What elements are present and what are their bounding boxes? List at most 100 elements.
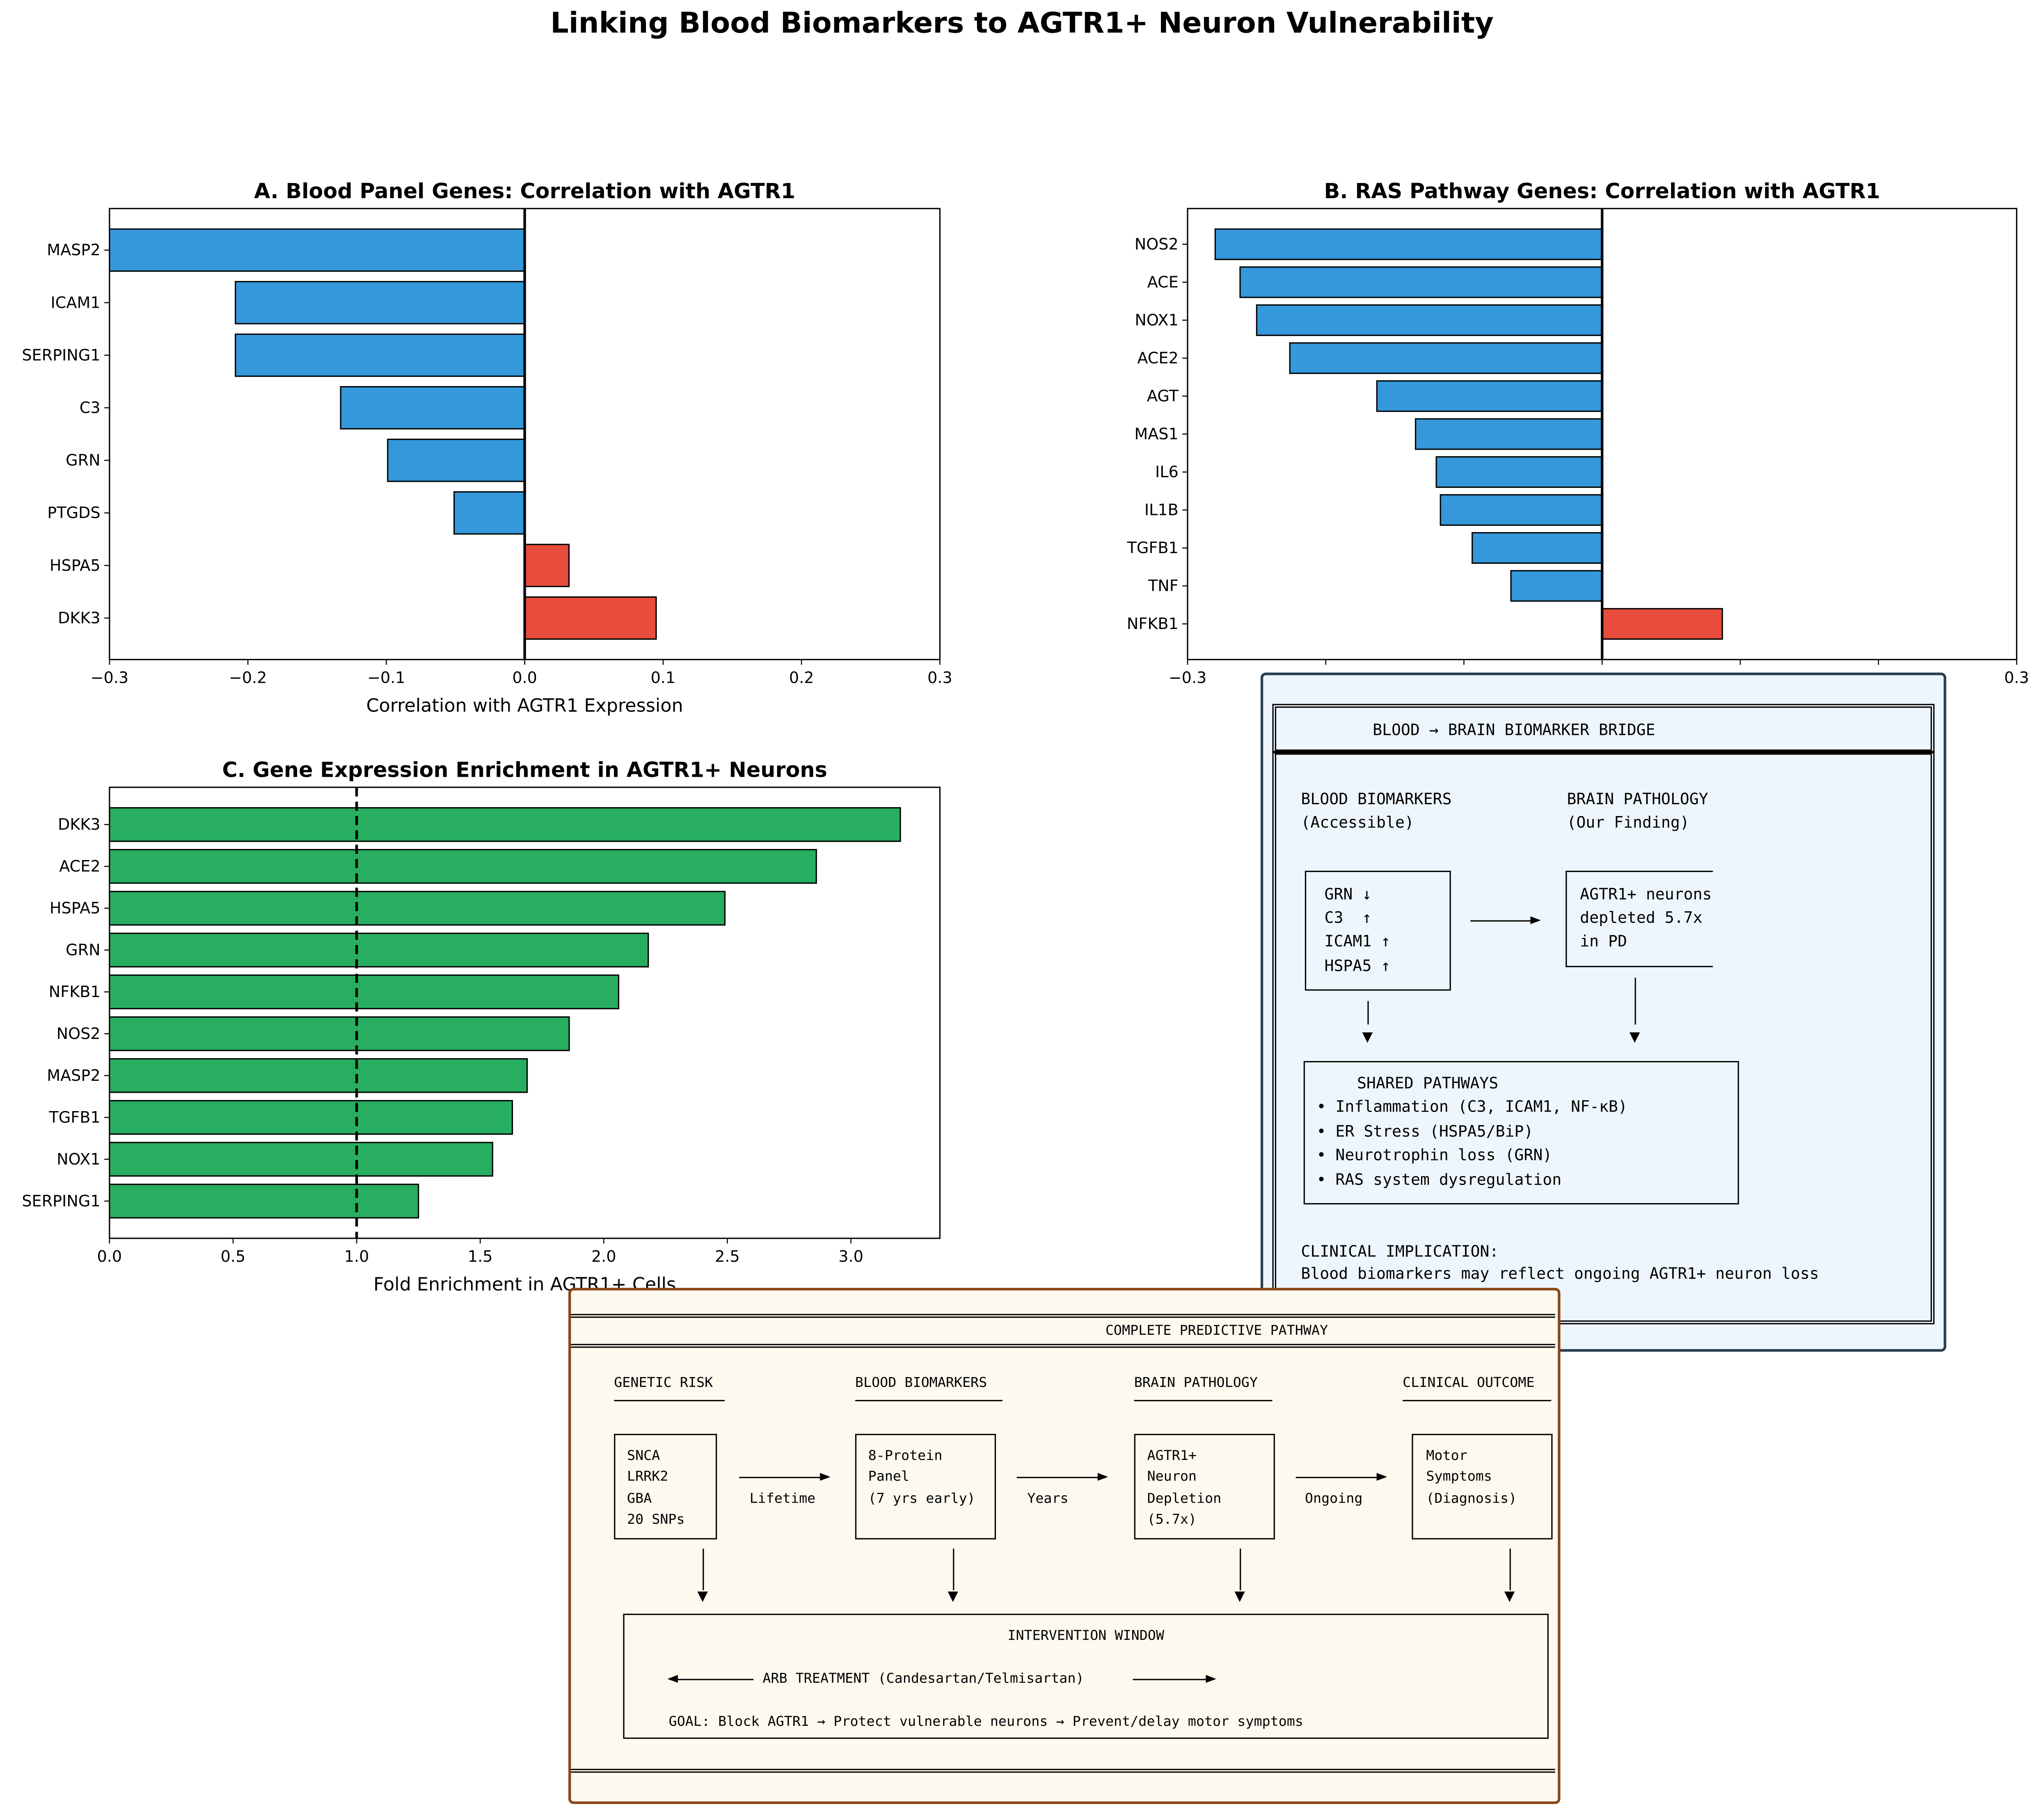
down-arrow-icon <box>697 1591 708 1602</box>
stage-line: Depletion <box>1147 1491 1222 1507</box>
stage-line: (Diagnosis) <box>1426 1491 1517 1507</box>
xtick-label: 0.0 <box>512 669 537 687</box>
xtick-label: 2.5 <box>715 1247 740 1265</box>
chart-panel-2: DKK3 ACE2 HSPA5 GRN NFKB1 NOS2 MASP2 TGFB1 NOX1 S… <box>22 757 941 1295</box>
bar-SERPING1 <box>235 333 526 377</box>
bar-ICAM1 <box>235 281 526 325</box>
connector-line <box>1634 977 1636 1025</box>
right-arrow-icon <box>1133 1675 1216 1683</box>
ytick-label: TNF <box>1148 577 1179 595</box>
stage-line: Neuron <box>1147 1469 1197 1485</box>
pathway-title: COMPLETE PREDICTIVE PATHWAY <box>1105 1323 1328 1339</box>
clinical-implication-text: Blood biomarkers may reflect ongoing AGT… <box>1301 1264 1819 1283</box>
blood-marker-item: GRN ↓ <box>1324 885 1372 904</box>
stage-box-clinical <box>1412 1434 1553 1540</box>
stage-line: 20 SNPs <box>627 1512 685 1528</box>
blood-marker-item: HSPA5 ↑ <box>1324 956 1391 975</box>
xtick-label: 1.5 <box>468 1247 493 1265</box>
ytick-label: SERPING1 <box>22 346 100 364</box>
xtick-label: −0.3 <box>1169 669 1207 687</box>
ytick-label: NOX1 <box>1135 311 1178 329</box>
ytick-label: ACE2 <box>59 857 100 875</box>
divider <box>571 1314 1555 1318</box>
bar-IL1B <box>1440 494 1603 526</box>
shared-pathway-item: • ER Stress (HSPA5/BiP) <box>1316 1122 1534 1141</box>
bar-IL6 <box>1435 456 1603 488</box>
bar-ACE2 <box>109 849 817 884</box>
stage-heading: GENETIC RISK <box>614 1375 713 1391</box>
treatment-label: ARB TREATMENT (Candesartan/Telmisartan) <box>762 1671 1084 1687</box>
bar-PTGDS <box>453 491 526 535</box>
stage-line: Panel <box>868 1469 910 1485</box>
bar-SERPING1 <box>109 1183 419 1219</box>
stage-line: Symptoms <box>1426 1469 1492 1485</box>
bar-DKK3 <box>109 807 901 842</box>
transition-label: Years <box>1027 1491 1069 1507</box>
brain-finding-item: depleted 5.7x <box>1580 908 1703 927</box>
xtick-label: −0.1 <box>367 669 405 687</box>
ytick-label: C3 <box>80 398 101 416</box>
stage-line: LRRK2 <box>627 1469 668 1485</box>
xtick-label: 0.3 <box>927 669 952 687</box>
ytick-label: PTGDS <box>47 504 100 522</box>
stage-line: Motor <box>1426 1448 1467 1464</box>
bar-DKK3 <box>524 596 657 640</box>
stage-heading: BLOOD BIOMARKERS <box>855 1375 987 1391</box>
xtick-label: 2.0 <box>591 1247 616 1265</box>
bar-NOX1 <box>109 1142 493 1177</box>
ytick-label: NOX1 <box>57 1150 100 1168</box>
bar-C3 <box>340 386 526 430</box>
shared-pathway-item: • Neurotrophin loss (GRN) <box>1316 1146 1552 1164</box>
xtick-label: 0.1 <box>651 669 676 687</box>
plot-frame <box>109 787 941 1239</box>
ytick-label: MAS1 <box>1134 425 1178 443</box>
xtick-label: 0.3 <box>2004 669 2029 687</box>
underline <box>614 1400 725 1401</box>
ytick-label: MASP2 <box>47 1066 100 1084</box>
stage-line: 8-Protein <box>868 1448 943 1464</box>
bridge-body-frame <box>1272 750 1935 1325</box>
stage-box-brain <box>1134 1434 1275 1540</box>
ytick-label: DKK3 <box>58 609 101 627</box>
xtick-label: −0.2 <box>229 669 267 687</box>
predictive-pathway-box <box>568 1288 1561 1804</box>
transition-label: Ongoing <box>1305 1491 1363 1507</box>
stage-heading: CLINICAL OUTCOME <box>1403 1375 1535 1391</box>
bar-AGT <box>1376 380 1603 412</box>
ytick-label: HSPA5 <box>50 899 101 917</box>
bar-ACE2 <box>1289 342 1603 374</box>
stage-box-genetic <box>614 1434 717 1540</box>
stage-line: AGTR1+ <box>1147 1448 1197 1464</box>
brain-finding-item: AGTR1+ neurons <box>1580 885 1712 904</box>
shared-pathway-item: • Inflammation (C3, ICAM1, NF-κB) <box>1316 1097 1627 1116</box>
intervention-window-frame <box>623 1613 1549 1739</box>
bar-TGFB1 <box>109 1100 513 1135</box>
ytick-label: HSPA5 <box>50 556 101 574</box>
brain-finding-item: in PD <box>1580 932 1627 950</box>
xtick-label: 3.0 <box>838 1247 863 1265</box>
divider <box>571 1344 1555 1348</box>
bar-NFKB1 <box>109 974 620 1009</box>
ytick-label: GRN <box>66 941 101 959</box>
underline <box>855 1400 1003 1401</box>
right-arrow-icon <box>739 1473 831 1481</box>
ytick-label: TGFB1 <box>48 1108 100 1126</box>
chart-title: B. RAS Pathway Genes: Correlation with A… <box>1324 179 1880 203</box>
blood-biomarkers-subheading: (Accessible) <box>1301 813 1414 832</box>
right-arrow-icon <box>1470 916 1541 924</box>
ytick-label: TGFB1 <box>1127 539 1179 557</box>
connector-line <box>1367 1001 1369 1025</box>
bar-TNF <box>1510 570 1603 602</box>
stage-box-blood <box>855 1434 996 1540</box>
underline <box>1134 1400 1273 1401</box>
down-arrow-icon <box>1362 1032 1373 1043</box>
blood-marker-item: C3 ↑ <box>1324 908 1372 927</box>
bar-NOS2 <box>109 1016 570 1051</box>
bar-MASP2 <box>109 228 526 272</box>
stage-line: (5.7x) <box>1147 1512 1197 1528</box>
right-arrow-icon <box>1296 1473 1387 1481</box>
ytick-label: NFKB1 <box>49 983 101 1001</box>
down-arrow-icon <box>948 1591 958 1602</box>
bar-MAS1 <box>1415 418 1603 450</box>
